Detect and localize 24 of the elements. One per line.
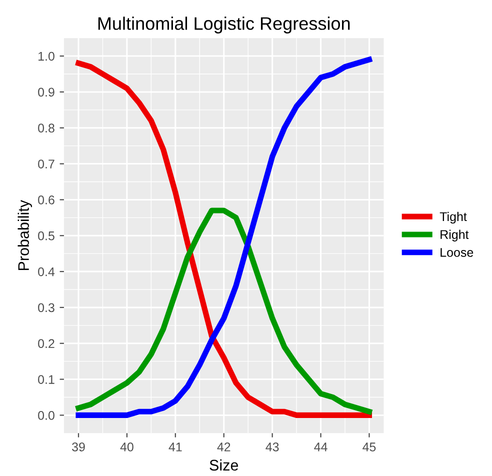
x-tick-label: 39 <box>72 442 85 452</box>
x-axis-title: Size <box>210 459 238 471</box>
y-tick-label: 0.0 <box>38 411 54 420</box>
x-tick-label: 41 <box>168 442 182 452</box>
y-tick-label: 0.2 <box>38 339 54 348</box>
y-tick-label: 0.7 <box>38 160 54 168</box>
y-tick-label: 0.9 <box>38 88 54 97</box>
x-tick-label: 43 <box>266 442 279 452</box>
y-tick-label: 0.4 <box>38 267 55 276</box>
y-tick-label: 0.1 <box>38 375 54 384</box>
legend-label: Right <box>440 230 469 242</box>
y-tick-label: 0.3 <box>38 303 54 312</box>
x-tick-label: 44 <box>314 442 328 452</box>
x-tick-label: 40 <box>120 442 134 452</box>
y-tick-label: 0.8 <box>38 124 54 133</box>
x-tick-label: 45 <box>362 442 376 452</box>
y-tick-label: 0.5 <box>38 231 54 240</box>
y-axis-title: Probability <box>18 200 32 270</box>
y-tick-label: 0.6 <box>38 196 54 204</box>
legend-label: Loose <box>440 248 474 257</box>
y-tick-label: 1.0 <box>38 52 54 61</box>
chart-title: Multinomial Logistic Regression <box>98 16 350 34</box>
x-tick-label: 42 <box>217 442 230 452</box>
legend-label: Tight <box>440 212 467 224</box>
